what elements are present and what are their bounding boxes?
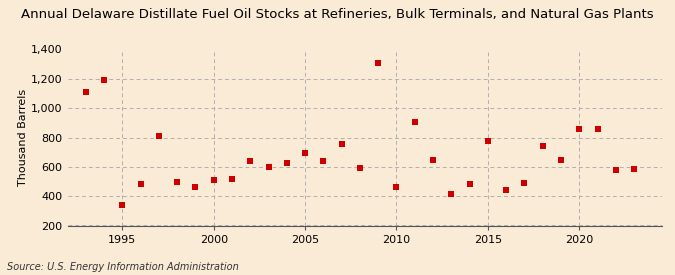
Point bbox=[245, 159, 256, 163]
Y-axis label: Thousand Barrels: Thousand Barrels bbox=[18, 89, 28, 186]
Point bbox=[391, 185, 402, 189]
Point bbox=[209, 178, 219, 182]
Point bbox=[263, 165, 274, 169]
Point bbox=[409, 120, 420, 124]
Point bbox=[80, 90, 91, 94]
Point bbox=[501, 187, 512, 192]
Point bbox=[628, 167, 639, 171]
Point bbox=[318, 159, 329, 163]
Point bbox=[464, 182, 475, 187]
Point bbox=[373, 60, 383, 65]
Point bbox=[610, 167, 621, 172]
Point bbox=[190, 185, 201, 189]
Point bbox=[592, 126, 603, 131]
Text: Annual Delaware Distillate Fuel Oil Stocks at Refineries, Bulk Terminals, and Na: Annual Delaware Distillate Fuel Oil Stoc… bbox=[21, 8, 654, 21]
Point bbox=[354, 165, 365, 170]
Point bbox=[227, 176, 238, 181]
Point bbox=[153, 134, 164, 138]
Point bbox=[171, 179, 182, 184]
Point bbox=[574, 127, 585, 132]
Point bbox=[336, 142, 347, 146]
Point bbox=[556, 158, 566, 163]
Point bbox=[537, 143, 548, 148]
Point bbox=[519, 181, 530, 185]
Point bbox=[281, 161, 292, 165]
Point bbox=[483, 139, 493, 143]
Point bbox=[446, 192, 457, 196]
Text: Source: U.S. Energy Information Administration: Source: U.S. Energy Information Administ… bbox=[7, 262, 238, 272]
Point bbox=[300, 151, 310, 155]
Point bbox=[117, 203, 128, 207]
Point bbox=[99, 78, 109, 82]
Point bbox=[428, 157, 439, 162]
Point bbox=[135, 182, 146, 187]
